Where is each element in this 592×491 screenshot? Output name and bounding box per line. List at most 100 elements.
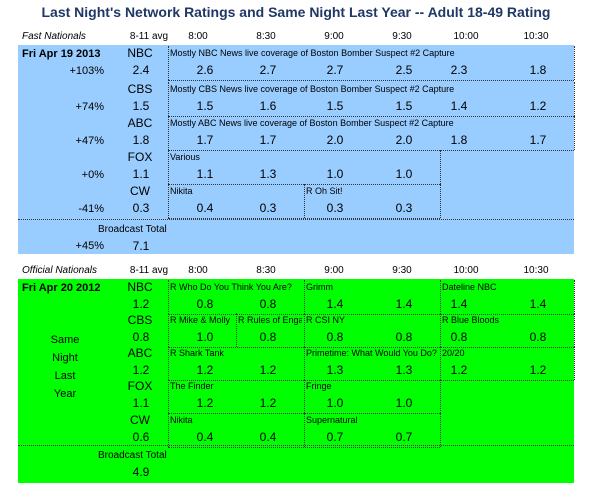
avg-rating: 0.8 — [132, 330, 150, 344]
program-title: Supernatural — [306, 415, 358, 425]
slot-rating: 1.3 — [259, 167, 277, 181]
slot-rating: 0.8 — [259, 330, 277, 344]
program-title: R Blue Bloods — [442, 315, 500, 325]
slot-rating: 1.4 — [395, 297, 413, 311]
slot-rating: 1.7 — [259, 133, 277, 147]
program-title: Mostly CBS News live coverage of Boston … — [170, 84, 455, 94]
slot-rating: 1.2 — [450, 363, 468, 377]
network-label: FOX — [127, 150, 153, 164]
row-start-divider — [168, 379, 169, 413]
total-divider — [18, 219, 574, 220]
side-label: Last — [54, 370, 76, 382]
slot-rating: 1.6 — [259, 99, 277, 113]
time-header: 9:30 — [392, 31, 412, 42]
slot-rating: 1.0 — [326, 396, 344, 410]
time-header: 10:30 — [523, 31, 549, 42]
program-title: R Oh Sit! — [306, 186, 343, 196]
slot-rating: 0.8 — [326, 330, 344, 344]
slot-rating: 1.5 — [326, 99, 344, 113]
slot-rating: 1.5 — [196, 99, 214, 113]
change-percent: +74% — [75, 101, 104, 113]
change-percent: +0% — [81, 169, 104, 181]
time-header: 9:00 — [324, 31, 344, 42]
row-start-divider — [168, 46, 169, 80]
program-title: Fringe — [306, 381, 332, 391]
time-header: 8-11 avg — [129, 265, 169, 276]
network-label: CBS — [127, 82, 153, 96]
program-divider — [440, 313, 441, 347]
avg-rating: 1.1 — [132, 167, 150, 181]
slot-rating: 1.0 — [196, 330, 214, 344]
change-percent: +103% — [69, 65, 104, 77]
program-title: Primetime: What Would You Do? — [306, 348, 437, 358]
program-divider — [440, 346, 441, 380]
row-divider — [168, 314, 574, 315]
section-label: Fast Nationals — [22, 31, 86, 42]
slot-rating: 1.3 — [395, 363, 413, 377]
official-nationals-panel: Fri Apr 20 2012 Same Night Last Year NBC 1.2 R … — [18, 279, 575, 483]
row-end-divider — [440, 413, 441, 447]
date-label: Fri Apr 19 2013 — [22, 48, 101, 60]
avg-rating: 0.3 — [132, 201, 150, 215]
slot-rating: 0.3 — [395, 201, 413, 215]
row-divider — [168, 218, 440, 219]
time-header: 8:00 — [188, 31, 208, 42]
side-label: Same — [50, 334, 80, 346]
time-header: 8:30 — [256, 265, 276, 276]
network-label: FOX — [127, 379, 153, 393]
slot-rating: 1.7 — [529, 133, 547, 147]
row-divider — [168, 447, 440, 448]
slot-rating: 2.7 — [326, 63, 344, 77]
network-label: ABC — [127, 116, 153, 130]
row-start-divider — [168, 82, 169, 116]
fast-nationals-panel: Fri Apr 19 2013 NBC 2.4 +103% Mostly NBC New… — [18, 45, 575, 254]
program-divider — [304, 184, 305, 218]
row-start-divider — [168, 116, 169, 150]
row-divider — [168, 150, 574, 151]
slot-rating: 1.2 — [529, 99, 547, 113]
side-label: Night — [52, 352, 78, 364]
slot-rating: 1.2 — [259, 396, 277, 410]
section-label: Official Nationals — [22, 265, 98, 276]
row-divider — [168, 80, 574, 81]
slot-rating: 1.7 — [196, 133, 214, 147]
program-title: Various — [170, 152, 200, 162]
row-end-divider — [440, 379, 441, 413]
slot-rating: 0.7 — [395, 430, 413, 444]
slot-rating: 0.4 — [196, 201, 214, 215]
total-rating: 4.9 — [132, 465, 150, 479]
avg-rating: 0.6 — [132, 430, 150, 444]
program-title: Mostly NBC News live coverage of Boston … — [170, 48, 455, 58]
network-label: NBC — [127, 46, 153, 60]
program-title: R CSI NY — [306, 315, 346, 325]
program-title: Grimm — [306, 282, 333, 292]
program-divider — [304, 313, 305, 347]
network-label: CW — [130, 413, 150, 427]
program-divider — [236, 313, 237, 347]
slot-rating: 1.2 — [259, 363, 277, 377]
broadcast-total-label: Broadcast Total — [98, 224, 167, 235]
slot-rating: 2.7 — [259, 63, 277, 77]
slot-rating: 0.7 — [326, 430, 344, 444]
broadcast-total-label: Broadcast Total — [98, 450, 167, 461]
time-header: 9:30 — [392, 265, 412, 276]
slot-rating: 1.0 — [395, 396, 413, 410]
time-header: 8-11 avg — [129, 31, 169, 42]
row-start-divider — [168, 346, 169, 380]
row-divider — [168, 116, 574, 117]
network-label: ABC — [127, 346, 153, 360]
time-header: 8:30 — [256, 31, 276, 42]
row-end-divider — [574, 313, 575, 347]
side-label: Year — [53, 388, 77, 400]
avg-rating: 2.4 — [132, 63, 150, 77]
slot-rating: 1.5 — [395, 99, 413, 113]
row-start-divider — [168, 184, 169, 218]
change-percent: -41% — [78, 203, 104, 215]
avg-rating: 1.1 — [132, 396, 150, 410]
slot-rating: 0.4 — [196, 430, 214, 444]
avg-rating: 1.2 — [132, 363, 150, 377]
slot-rating: 2.6 — [196, 63, 214, 77]
slot-rating: 1.0 — [395, 167, 413, 181]
slot-rating: 1.2 — [529, 363, 547, 377]
slot-rating: 0.4 — [259, 430, 277, 444]
